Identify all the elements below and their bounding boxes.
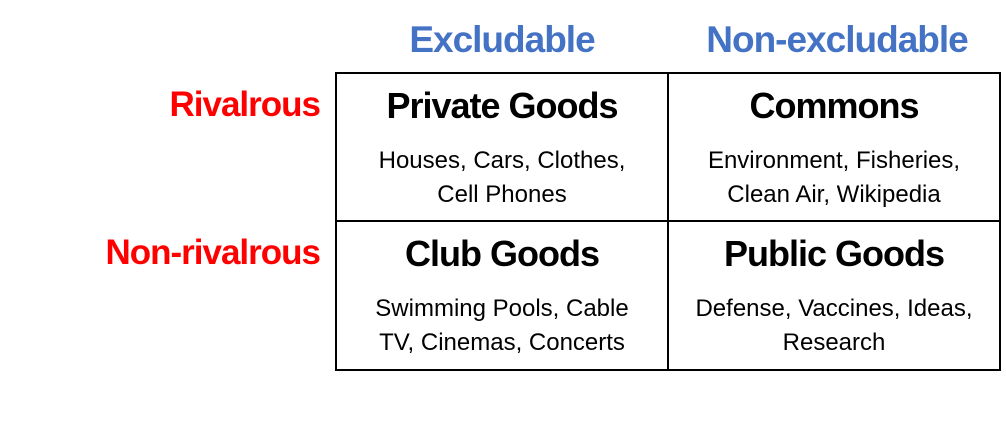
cell-private-goods: Private Goods Houses, Cars, Clothes, Cel… — [337, 74, 669, 222]
cell-title-private-goods: Private Goods — [386, 85, 618, 126]
cell-title-commons: Commons — [749, 85, 919, 126]
cell-title-public-goods: Public Goods — [723, 233, 945, 274]
column-header-non-excludable: Non-excludable — [706, 19, 969, 60]
row-header-rivalrous: Rivalrous — [169, 85, 321, 124]
row-header-non-rivalrous: Non-rivalrous — [105, 233, 321, 272]
column-header-excludable: Excludable — [409, 19, 595, 60]
cell-examples-club-goods: Swimming Pools, Cable TV, Cinemas, Conce… — [375, 295, 629, 356]
cell-examples-public-goods: Defense, Vaccines, Ideas, Research — [695, 295, 973, 356]
goods-matrix: Private Goods Houses, Cars, Clothes, Cel… — [335, 72, 1001, 371]
cell-title-club-goods: Club Goods — [405, 233, 600, 274]
cell-club-goods: Club Goods Swimming Pools, Cable TV, Cin… — [337, 222, 669, 369]
cell-examples-private-goods: Houses, Cars, Clothes, Cell Phones — [378, 147, 626, 208]
cell-commons: Commons Environment, Fisheries, Clean Ai… — [669, 74, 999, 222]
cell-examples-commons: Environment, Fisheries, Clean Air, Wikip… — [707, 147, 961, 208]
cell-public-goods: Public Goods Defense, Vaccines, Ideas, R… — [669, 222, 999, 369]
